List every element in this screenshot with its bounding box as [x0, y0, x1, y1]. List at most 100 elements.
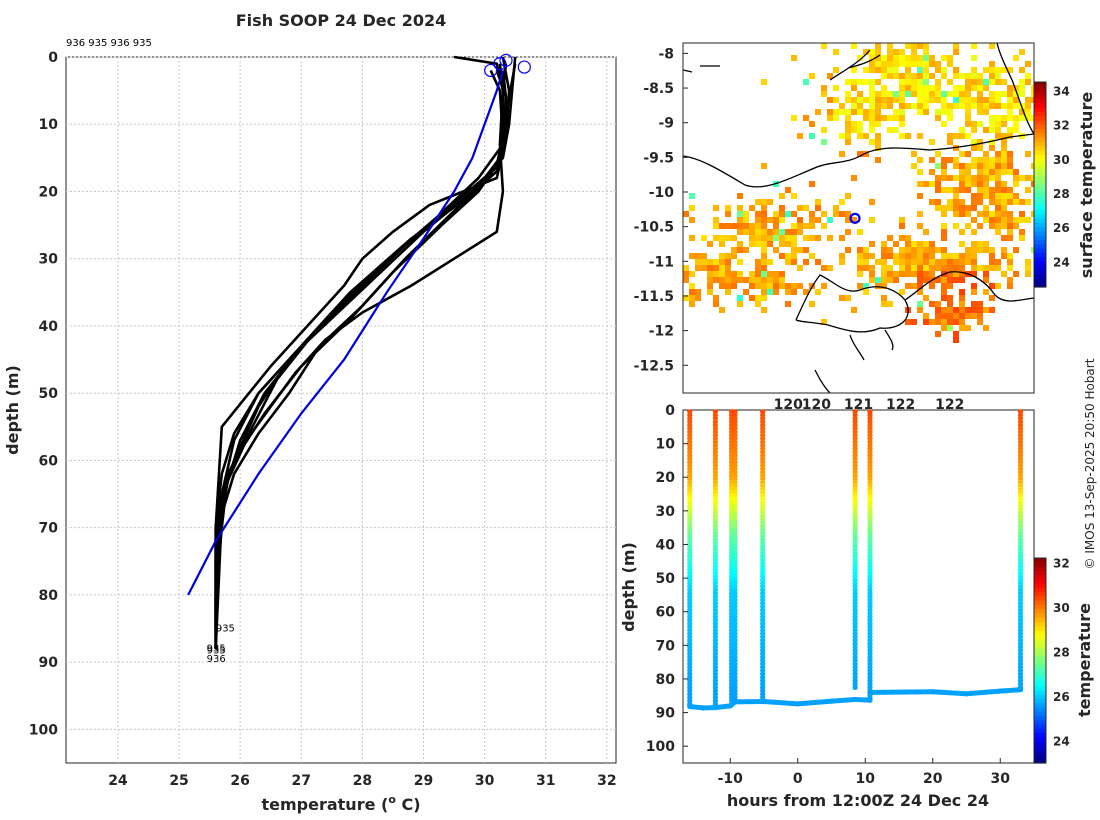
sst-cell	[1001, 151, 1007, 157]
sst-cell	[899, 49, 905, 55]
sst-cell	[995, 217, 1001, 223]
sst-cell	[785, 283, 791, 289]
sst-cell	[689, 271, 695, 277]
sst-cell	[989, 79, 995, 85]
colorbar-segment	[1034, 754, 1046, 760]
sst-cell	[851, 103, 857, 109]
sst-cell	[785, 301, 791, 307]
sst-cell	[755, 259, 761, 265]
sst-cell	[941, 91, 947, 97]
profile-x-tick-label: 25	[169, 773, 188, 789]
figure-title: Fish SOOP 24 Dec 2024	[236, 11, 446, 30]
colorbar-segment	[1034, 634, 1046, 640]
sst-cell	[929, 157, 935, 163]
sst-cell	[977, 193, 983, 199]
sst-cell	[833, 115, 839, 121]
sst-cell	[701, 259, 707, 265]
sst-cell	[695, 265, 701, 271]
sst-cell	[953, 49, 959, 55]
sst-cell	[1025, 199, 1031, 205]
sst-cell	[875, 121, 881, 127]
sst-cell	[917, 259, 923, 265]
section-y-tick-label: 40	[656, 537, 676, 553]
colorbar-segment	[1034, 660, 1046, 666]
sst-cell	[857, 121, 863, 127]
sst-cell	[737, 301, 743, 307]
sst-cell	[959, 301, 965, 307]
profile-line	[214, 69, 508, 643]
sst-cell	[935, 61, 941, 67]
colorbar-segment	[1034, 163, 1046, 169]
sst-cell	[971, 283, 977, 289]
sst-cell	[881, 73, 887, 79]
sst-cell	[1025, 115, 1031, 121]
sst-cell	[965, 175, 971, 181]
sst-cell	[923, 109, 929, 115]
sst-cell	[863, 283, 869, 289]
sst-cell	[935, 313, 941, 319]
sst-cell	[857, 79, 863, 85]
sst-cell	[935, 259, 941, 265]
sst-cell	[989, 169, 995, 175]
sst-cell	[725, 271, 731, 277]
map-y-ticks: -8 -8.5 -9 -9.5 -10 -10.5 -11 -11.5 -12 -12.5	[634, 46, 688, 374]
sst-cell	[899, 217, 905, 223]
sst-cell	[977, 79, 983, 85]
sst-cell	[827, 235, 833, 241]
sst-cell	[845, 247, 851, 253]
map-x-tick-label: 120	[802, 397, 831, 413]
colorbar-segment	[1034, 120, 1046, 126]
sst-cell	[995, 187, 1001, 193]
colorbar-segment	[1034, 146, 1046, 151]
sst-cell	[929, 61, 935, 67]
sst-cell	[1007, 265, 1013, 271]
sst-cell	[845, 127, 851, 133]
sst-cell	[917, 211, 923, 217]
sst-cell	[947, 133, 953, 139]
sst-cell	[935, 265, 941, 271]
sst-cell	[881, 91, 887, 97]
sst-cell	[887, 73, 893, 79]
sst-cell	[887, 61, 893, 67]
sst-cell	[965, 163, 971, 169]
sst-cell	[959, 127, 965, 133]
sst-cell	[761, 253, 767, 259]
sst-cell	[917, 307, 923, 313]
sst-cell	[839, 295, 845, 301]
colorbar-segment	[1034, 94, 1046, 100]
sst-cell	[899, 223, 905, 229]
sst-cell	[851, 43, 857, 49]
sst-cell	[737, 247, 743, 253]
sst-cell	[869, 109, 875, 115]
colorbar-segment	[1034, 733, 1046, 738]
sst-cell	[989, 187, 995, 193]
sst-cell	[935, 97, 941, 103]
sst-cell	[899, 271, 905, 277]
map-y-tick-label: -10	[649, 185, 675, 201]
sst-cell	[761, 247, 767, 253]
sst-cell	[965, 187, 971, 193]
colorbar-segment	[1034, 235, 1046, 241]
sst-cell	[965, 103, 971, 109]
sst-cell	[731, 253, 737, 259]
sst-cell	[959, 253, 965, 259]
sst-cell	[989, 223, 995, 229]
sst-cell	[893, 127, 899, 133]
map-x-tick-label: 120	[774, 397, 803, 413]
sst-cell	[953, 319, 959, 325]
sst-cell	[959, 259, 965, 265]
colorbar-segment	[1034, 257, 1046, 262]
sst-cell	[737, 241, 743, 247]
map-y-tick-label: -8	[658, 46, 674, 62]
sst-cell	[761, 259, 767, 265]
sst-cell	[911, 259, 917, 265]
sst-cell	[869, 277, 875, 283]
colorbar-segment	[1034, 592, 1046, 598]
sst-cell	[977, 211, 983, 217]
sst-cell	[983, 151, 989, 157]
sst-cell	[803, 223, 809, 229]
sst-cell	[809, 181, 815, 187]
sst-cell	[1001, 205, 1007, 211]
sst-cell	[953, 187, 959, 193]
